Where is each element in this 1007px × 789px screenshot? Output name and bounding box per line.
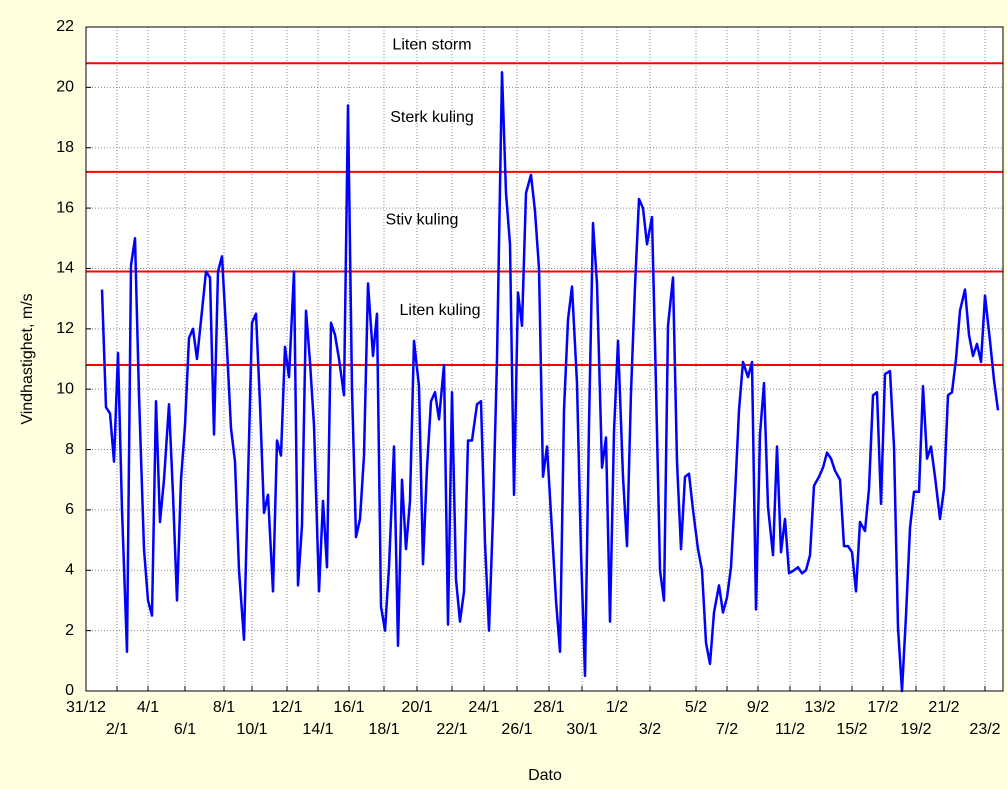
x-tick-label: 6/1 [174,721,196,738]
x-tick-label: 20/1 [401,699,432,716]
x-tick-label: 7/2 [716,721,738,738]
x-tick-label: 17/2 [867,699,898,716]
x-tick-label: 8/1 [213,699,235,716]
x-tick-label: 9/2 [747,699,769,716]
y-tick-label: 20 [56,79,74,96]
y-tick-label: 8 [65,441,74,458]
x-tick-label: 10/1 [236,721,267,738]
x-tick-label: 22/1 [436,721,467,738]
annotation: Stiv kuling [386,211,459,228]
x-tick-label: 28/1 [533,699,564,716]
y-tick-label: 16 [56,199,74,216]
x-tick-label: 26/1 [501,721,532,738]
y-tick-label: 22 [56,18,74,35]
y-tick-label: 6 [65,501,74,518]
x-tick-label: 31/12 [66,699,106,716]
y-axis-label: Vindhastighet, m/s [19,293,36,424]
x-tick-label: 5/2 [685,699,707,716]
y-tick-label: 10 [56,380,74,397]
y-tick-label: 0 [65,682,74,699]
x-tick-label: 13/2 [804,699,835,716]
x-tick-label: 3/2 [639,721,661,738]
x-tick-label: 2/1 [106,721,128,738]
x-tick-label: 16/1 [333,699,364,716]
y-tick-label: 2 [65,622,74,639]
x-tick-label: 12/1 [271,699,302,716]
data-line [100,71,1000,693]
x-tick-label: 1/2 [606,699,628,716]
x-tick-label: 23/2 [969,721,1000,738]
y-tick-label: 12 [56,320,74,337]
annotation: Liten kuling [400,302,481,319]
annotation: Sterk kuling [390,109,474,126]
x-tick-label: 19/2 [900,721,931,738]
x-tick-label: 21/2 [928,699,959,716]
x-tick-label: 11/2 [775,721,805,738]
x-tick-label: 18/1 [368,721,399,738]
annotation: Liten storm [392,36,471,53]
y-tick-label: 4 [65,561,74,578]
x-tick-label: 4/1 [137,699,159,716]
x-tick-label: 24/1 [468,699,499,716]
x-axis-label: Dato [528,767,562,784]
y-tick-label: 18 [56,139,74,156]
y-tick-label: 14 [56,260,74,277]
x-tick-label: 30/1 [566,721,597,738]
x-tick-label: 15/2 [836,721,867,738]
x-tick-label: 14/1 [302,721,333,738]
plot-border [85,26,1004,692]
